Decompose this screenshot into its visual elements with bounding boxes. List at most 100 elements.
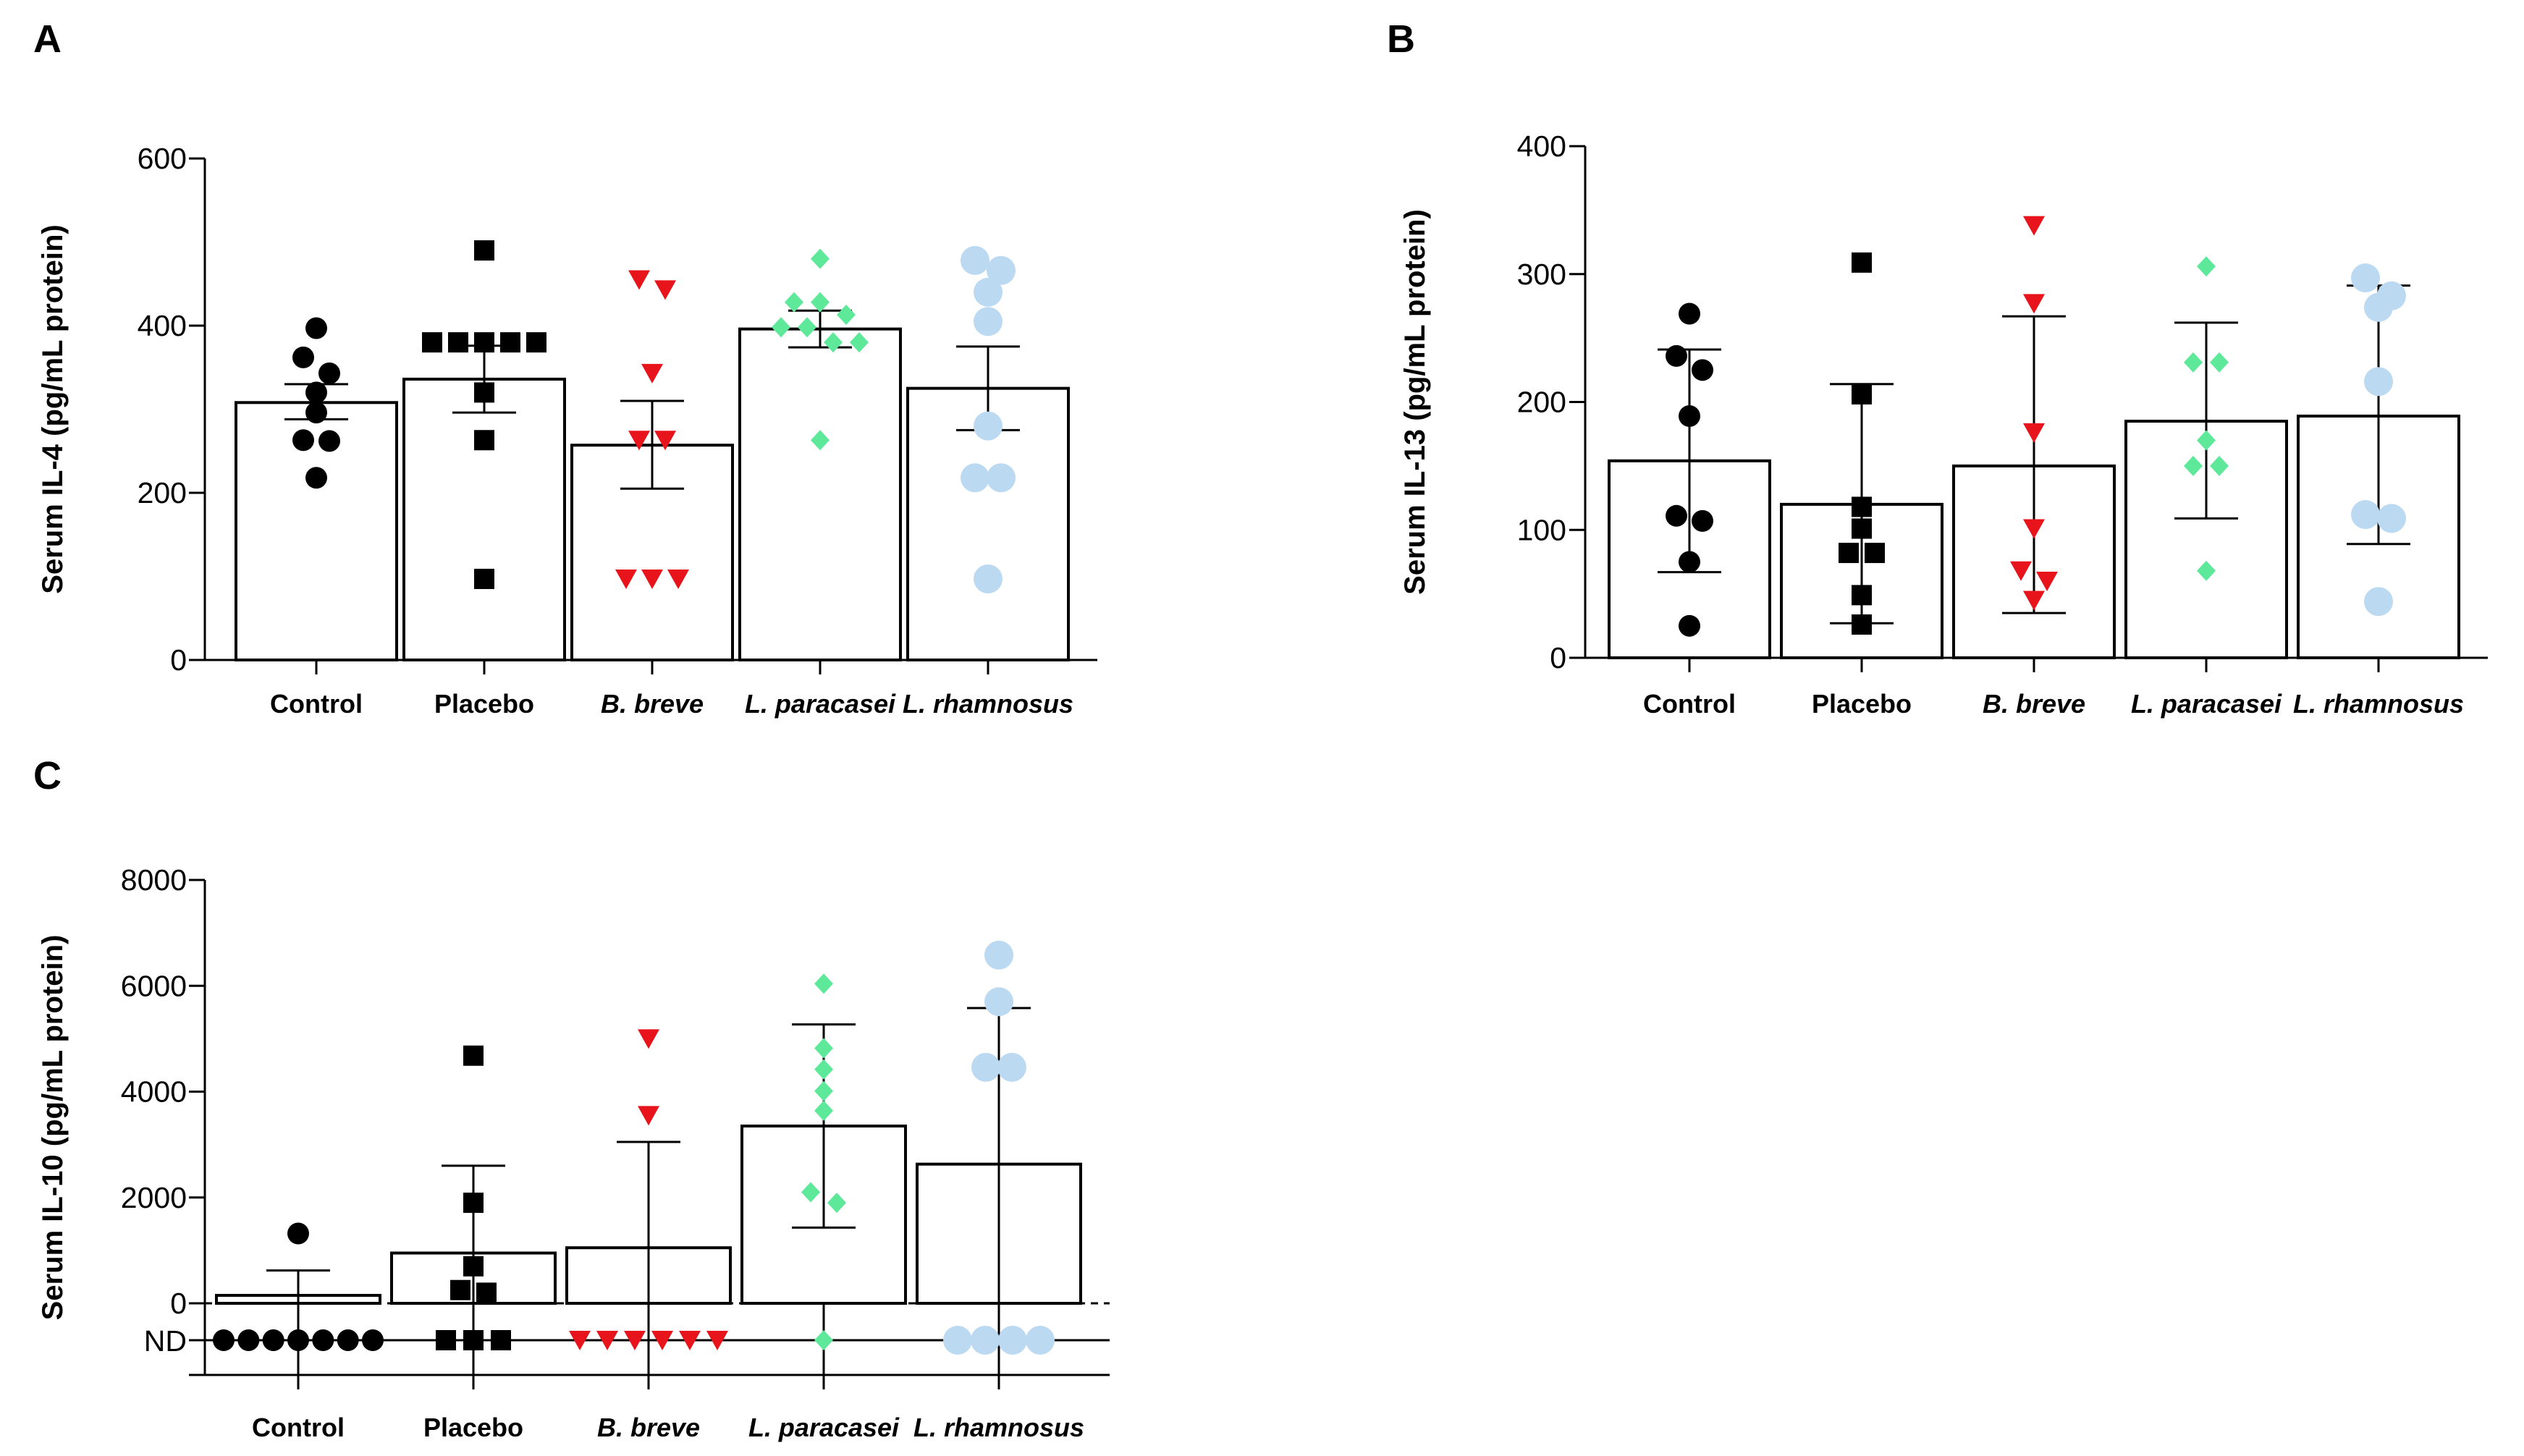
- nd-data-point: [362, 1329, 384, 1351]
- series-group: L. rhamnosus: [913, 940, 1084, 1442]
- series-group: B. breve: [570, 270, 734, 719]
- data-point: [654, 280, 676, 300]
- data-point: [2023, 423, 2045, 443]
- y-tick-label: 300: [1517, 258, 1566, 291]
- data-point: [814, 973, 833, 994]
- data-point: [971, 1052, 1000, 1082]
- data-point: [2023, 519, 2045, 539]
- series-group: L. paracasei: [740, 973, 907, 1442]
- chart-panel-b: 0 100 200 300 400 Serum IL-13 (pg/mL protein)…: [1399, 130, 2488, 719]
- data-point: [500, 332, 520, 353]
- data-point: [463, 1256, 484, 1277]
- x-category-label: L. paracasei: [2131, 689, 2282, 719]
- data-point: [1666, 504, 1687, 527]
- y-tick-label: 0: [1550, 641, 1566, 674]
- data-point: [1692, 509, 1713, 532]
- data-point: [463, 1045, 484, 1066]
- data-point: [2184, 455, 2203, 476]
- data-point: [1852, 252, 1872, 273]
- data-point: [628, 270, 650, 290]
- data-point: [987, 463, 1016, 493]
- data-point: [850, 332, 869, 353]
- data-point: [474, 568, 494, 589]
- nd-data-point: [491, 1330, 511, 1350]
- nd-data-point: [679, 1331, 701, 1350]
- nd-data-point: [287, 1329, 309, 1351]
- x-category-label: L. paracasei: [745, 689, 896, 719]
- series-group: Placebo: [390, 1045, 557, 1442]
- series-group: B. breve: [565, 1029, 732, 1442]
- x-category-label: Control: [270, 689, 363, 719]
- data-point: [1852, 614, 1872, 635]
- nd-data-point: [237, 1329, 260, 1351]
- data-point: [814, 1100, 833, 1121]
- nd-data-point: [436, 1330, 456, 1350]
- data-point: [2197, 560, 2216, 581]
- series-group: B. breve: [1952, 216, 2116, 719]
- data-point: [2036, 571, 2058, 591]
- nd-data-point: [706, 1331, 728, 1350]
- y-tick-label: 4000: [121, 1075, 187, 1109]
- x-category-label: L. rhamnosus: [903, 689, 1073, 719]
- series-group: Placebo: [1780, 252, 1943, 719]
- y-tick-label: 8000: [121, 863, 187, 897]
- data-point: [811, 430, 830, 451]
- y-axis-label: Serum IL-13 (pg/mL protein): [1399, 209, 1431, 595]
- y-tick-label: 2000: [121, 1181, 187, 1214]
- nd-data-point: [596, 1331, 618, 1350]
- data-point: [615, 569, 637, 589]
- data-point: [2210, 352, 2229, 373]
- y-axis-label: Serum IL-4 (pg/mL protein): [37, 224, 69, 593]
- nd-data-point: [624, 1331, 646, 1350]
- data-point: [305, 381, 327, 404]
- data-point: [2023, 216, 2045, 236]
- data-point: [1865, 543, 1885, 564]
- x-category-label: Placebo: [423, 1413, 523, 1442]
- data-point: [474, 382, 494, 403]
- nd-data-point: [569, 1331, 591, 1350]
- nd-data-point: [651, 1331, 673, 1350]
- data-point: [987, 255, 1016, 285]
- data-point: [814, 1080, 833, 1101]
- y-tick-label: 400: [1517, 130, 1566, 163]
- chart-panel-c: 0 2000 4000 6000 8000 Serum IL-10 (pg/mL prot…: [37, 863, 1110, 1442]
- data-point: [1679, 405, 1700, 427]
- data-point: [292, 346, 314, 368]
- y-tick-label: 600: [138, 142, 187, 175]
- data-point: [974, 411, 1003, 441]
- data-point: [463, 1193, 484, 1214]
- data-point: [2364, 367, 2393, 397]
- y-tick-label: 200: [138, 476, 187, 509]
- x-category-label: L. rhamnosus: [913, 1413, 1084, 1442]
- data-point: [638, 1029, 659, 1049]
- data-point: [798, 317, 816, 338]
- x-category-label: B. breve: [1983, 689, 2085, 719]
- nd-data-point: [262, 1329, 284, 1351]
- data-point: [1852, 496, 1872, 517]
- data-point: [1692, 359, 1713, 381]
- nd-data-point: [1026, 1326, 1055, 1355]
- data-point: [837, 304, 856, 325]
- data-point: [2364, 587, 2393, 617]
- data-point: [2351, 500, 2380, 530]
- series-group: L. paracasei: [2124, 256, 2288, 719]
- data-point: [526, 332, 546, 353]
- data-point: [974, 307, 1003, 337]
- nd-data-point: [971, 1326, 1000, 1355]
- data-point: [292, 429, 314, 452]
- x-category-label: L. rhamnosus: [2293, 689, 2464, 719]
- data-point: [1679, 302, 1700, 325]
- nd-data-point: [312, 1329, 334, 1351]
- data-point: [801, 1182, 820, 1203]
- data-point: [474, 240, 494, 261]
- data-point: [450, 1279, 470, 1300]
- data-point: [474, 430, 494, 451]
- panel-label-b: B: [1387, 17, 1415, 61]
- data-point: [476, 1282, 497, 1303]
- data-point: [997, 1052, 1026, 1082]
- data-point: [422, 332, 442, 353]
- bar: [402, 377, 566, 661]
- data-point: [974, 564, 1003, 593]
- data-point: [1852, 384, 1872, 405]
- data-point: [785, 292, 803, 313]
